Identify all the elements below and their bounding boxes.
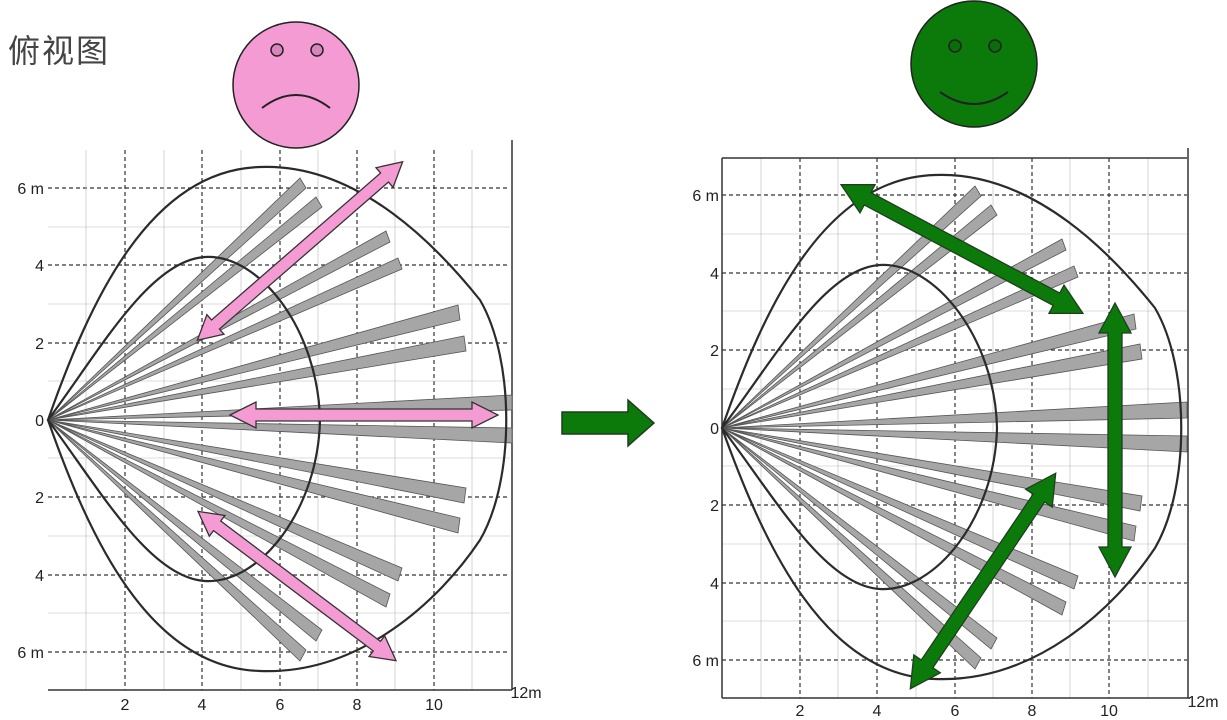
right-x-label-8: 8 — [1028, 703, 1037, 720]
right-y-label-4-top: 4 — [710, 266, 719, 283]
left-walk-arrows — [196, 160, 500, 662]
left-x-label-12m: 12m — [510, 685, 541, 702]
right-x-label-10: 10 — [1100, 703, 1118, 720]
left-arrow-diagonal-lower — [196, 510, 398, 662]
right-y-label-2-bottom: 2 — [710, 498, 719, 515]
left-x-label-4: 4 — [198, 697, 207, 714]
right-detection-zones — [720, 173, 1183, 681]
left-x-label-10: 10 — [425, 697, 443, 714]
right-x-label-4: 4 — [873, 703, 882, 720]
left-y-label-2-bottom: 2 — [35, 490, 44, 507]
left-y-label-2-top: 2 — [35, 336, 44, 353]
left-y-tick-labels: 6 m 4 2 0 2 4 6 m — [17, 181, 44, 662]
left-detection-chart: 6 m 4 2 0 2 4 6 m 2 4 6 8 10 12m — [17, 140, 542, 714]
left-y-label-6m-top: 6 m — [17, 181, 44, 198]
right-x-tick-labels: 2 4 6 8 10 12m — [796, 694, 1219, 720]
left-x-label-6: 6 — [276, 697, 285, 714]
right-y-label-0: 0 — [710, 421, 719, 438]
left-y-label-4-bottom: 4 — [35, 568, 44, 585]
sad-face-icon — [232, 21, 360, 149]
left-y-label-6m-bottom: 6 m — [17, 645, 44, 662]
happy-face-icon — [910, 0, 1038, 128]
right-arrow-icon — [561, 398, 656, 448]
page-title: 俯视图 — [8, 32, 111, 70]
left-arrow-diagonal-upper — [196, 160, 404, 342]
right-walk-arrows — [839, 183, 1133, 690]
right-arrow-vertical-right — [1097, 301, 1133, 579]
right-arrow-tangential-top — [839, 183, 1085, 315]
left-y-label-4-top: 4 — [35, 258, 44, 275]
right-detection-chart: 6 m 4 2 0 2 4 6 m 2 4 6 8 10 12m — [692, 148, 1219, 720]
right-y-label-2-top: 2 — [710, 343, 719, 360]
left-arrow-radial-middle — [228, 400, 500, 430]
right-x-label-12m: 12m — [1187, 694, 1218, 711]
right-y-tick-labels: 6 m 4 2 0 2 4 6 m — [692, 188, 719, 670]
right-y-label-6m-top: 6 m — [692, 188, 719, 205]
right-y-label-6m-bottom: 6 m — [692, 653, 719, 670]
right-x-label-2: 2 — [796, 703, 805, 720]
right-x-label-6: 6 — [951, 703, 960, 720]
right-y-label-4-bottom: 4 — [710, 576, 719, 593]
right-arrow-tangential-bottom — [909, 472, 1057, 690]
left-x-tick-labels: 2 4 6 8 10 12m — [121, 685, 542, 714]
left-y-label-0: 0 — [35, 413, 44, 430]
left-x-label-8: 8 — [353, 697, 362, 714]
left-x-label-2: 2 — [121, 697, 130, 714]
